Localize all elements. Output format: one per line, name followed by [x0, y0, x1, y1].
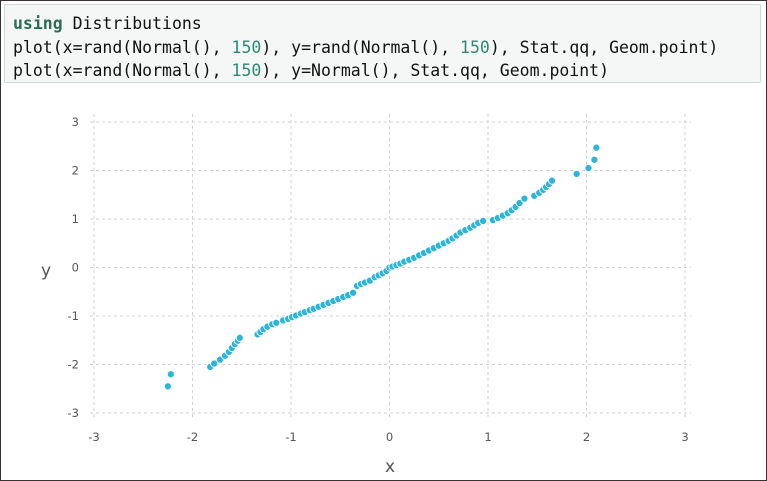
data-point: [349, 288, 358, 297]
x-tick-label: 2: [583, 430, 590, 444]
y-tick-label: -3: [68, 406, 79, 420]
x-axis-label: x: [385, 457, 395, 477]
x-tick-label: 3: [681, 430, 688, 444]
data-point: [272, 318, 281, 327]
code-text: ), Stat.qq, Geom.point): [489, 38, 719, 57]
data-point: [235, 333, 244, 342]
x-tick-label: 0: [386, 430, 393, 444]
data-point: [166, 370, 175, 379]
code-number: 150: [231, 38, 262, 57]
y-tick-label: 2: [72, 164, 79, 178]
data-point: [210, 359, 219, 368]
x-tick-label: -2: [187, 430, 198, 444]
code-text: Distributions: [62, 14, 202, 33]
code-number: 150: [460, 38, 490, 57]
y-tick-label: 1: [72, 212, 79, 226]
data-point: [590, 155, 599, 164]
code-cell[interactable]: using Distributions plot(x=rand(Normal()…: [4, 4, 761, 83]
data-point: [592, 143, 601, 152]
code-line-2: plot(x=rand(Normal(), 150), y=rand(Norma…: [13, 38, 718, 58]
y-tick-label: -1: [68, 309, 79, 323]
code-number: 150: [231, 61, 262, 80]
x-tick-label: -3: [88, 430, 99, 444]
data-point: [572, 169, 581, 178]
plot-grid: [90, 114, 691, 418]
y-tick-label: -2: [68, 358, 79, 372]
code-text: plot(x=rand(Normal(),: [13, 61, 232, 80]
y-tick-label: 3: [72, 115, 79, 129]
code-keyword: using: [13, 14, 63, 33]
code-text: plot(x=rand(Normal(),: [13, 38, 232, 57]
y-tick-label: 0: [72, 261, 79, 275]
data-point: [584, 164, 593, 173]
code-text: ), y=Normal(), Stat.qq, Geom.point): [261, 61, 610, 80]
y-axis-label: y: [41, 261, 51, 281]
data-point: [520, 194, 529, 203]
code-text: ), y=rand(Normal(),: [261, 38, 461, 57]
data-point: [479, 216, 488, 225]
data-point: [547, 176, 557, 185]
x-tick-label: -1: [285, 430, 296, 444]
code-line-1: using Distributions: [13, 14, 202, 34]
data-point: [163, 382, 172, 391]
plot-points: [163, 143, 601, 391]
code-line-3: plot(x=rand(Normal(), 150), y=Normal(), …: [13, 61, 609, 81]
axis-ticks: -3 -2 -1 0 1 2 3 3 2 1 0 -1 -2 -3: [68, 115, 689, 444]
x-tick-label: 1: [484, 430, 491, 444]
